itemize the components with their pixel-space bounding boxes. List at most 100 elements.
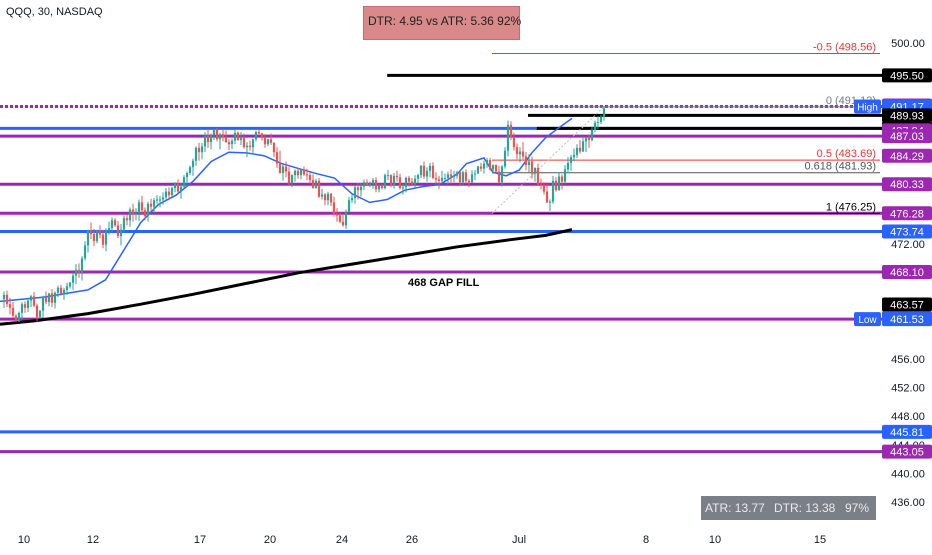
- candle-body: [599, 117, 603, 123]
- candle-body: [11, 307, 15, 316]
- candle-body: [8, 304, 12, 308]
- candle-body: [587, 137, 591, 140]
- candle-body: [245, 145, 249, 148]
- price-badge-value: 473.74: [890, 226, 924, 238]
- candle-body: [503, 150, 507, 167]
- candle-body: [83, 245, 87, 259]
- price-badge: [882, 297, 932, 312]
- x-tick-label: 26: [406, 534, 418, 546]
- candle-body: [176, 183, 180, 192]
- fib-trend-line: [491, 106, 605, 214]
- candle-body: [569, 157, 573, 163]
- candle-body: [14, 315, 18, 322]
- candle-body: [536, 167, 540, 185]
- candle-body: [323, 194, 327, 201]
- fib-label: 0.618 (481.93): [804, 161, 876, 173]
- price-badge-value: 487.03: [890, 131, 924, 143]
- candle-body: [419, 165, 423, 176]
- candle-body: [194, 147, 198, 161]
- candle-body: [485, 160, 489, 164]
- candle-body: [74, 269, 78, 276]
- candle-body: [395, 175, 399, 178]
- dtr-atr-box[interactable]: DTR: 4.95 vs ATR: 5.36 92%: [363, 6, 521, 40]
- price-badge-tag-label: High: [857, 102, 878, 113]
- candle-body: [362, 182, 366, 187]
- candle-body: [290, 175, 294, 183]
- candle-body: [257, 132, 261, 134]
- candle-body: [353, 187, 357, 199]
- candle-body: [53, 292, 57, 303]
- candle-body: [596, 122, 600, 124]
- candle-body: [572, 155, 576, 158]
- candle-body: [98, 230, 102, 235]
- candle-body: [338, 215, 342, 222]
- atr-dtr-table[interactable]: ATR: 13.77 DTR: 13.38 97%: [701, 496, 876, 520]
- candle-body: [494, 165, 498, 172]
- candle-body: [410, 181, 414, 185]
- candle-body: [152, 200, 156, 207]
- candle-body: [470, 174, 474, 183]
- candle-body: [167, 191, 171, 196]
- x-tick-label: 20: [264, 534, 276, 546]
- annotations: 468 GAP FILL: [408, 277, 480, 289]
- candle-body: [134, 213, 138, 215]
- price-badge: [882, 264, 932, 279]
- candle-body: [92, 233, 96, 242]
- candle-body: [272, 142, 276, 153]
- candle-body: [458, 172, 462, 183]
- candle-body: [170, 188, 174, 196]
- candle-body: [398, 177, 402, 189]
- symbol-label[interactable]: QQQ, 30, NASDAQ: [6, 6, 103, 18]
- candle-body: [464, 172, 468, 181]
- candle-body: [521, 151, 525, 157]
- candle-body: [125, 218, 129, 221]
- candle-body: [242, 137, 246, 148]
- candle-body: [515, 147, 519, 155]
- candle-body: [59, 287, 63, 294]
- candle-body: [299, 169, 303, 176]
- candle-body: [578, 147, 582, 152]
- candle-body: [50, 293, 54, 303]
- candle-body: [275, 152, 279, 164]
- candle-body: [545, 191, 549, 203]
- candle-body: [317, 180, 321, 197]
- candle-body: [584, 137, 588, 142]
- candle-body: [206, 135, 210, 143]
- candle-body: [443, 177, 447, 179]
- candle-body: [164, 191, 168, 198]
- candles: [2, 106, 606, 323]
- candle-body: [320, 194, 324, 197]
- candle-body: [26, 300, 30, 308]
- candle-body: [509, 124, 513, 138]
- price-badge: [882, 68, 932, 83]
- candle-body: [350, 198, 354, 201]
- candle-body: [557, 176, 561, 191]
- candle-body: [56, 287, 60, 293]
- candle-body: [482, 163, 486, 169]
- candle-body: [461, 172, 465, 183]
- candle-body: [41, 297, 45, 311]
- candle-body: [281, 166, 285, 173]
- x-tick-label: 15: [814, 534, 826, 546]
- candle-body: [293, 170, 297, 176]
- candle-body: [377, 185, 381, 190]
- candle-body: [218, 134, 222, 140]
- price-badge-value: 468.10: [890, 267, 924, 279]
- candle-body: [47, 293, 51, 303]
- candle-body: [107, 228, 111, 231]
- y-tick-label: 456.00: [891, 354, 925, 366]
- candle-body: [38, 310, 42, 318]
- candle-body: [140, 202, 144, 211]
- candle-body: [20, 304, 24, 313]
- candle-body: [359, 186, 363, 191]
- candle-body: [326, 193, 330, 201]
- price-badge: [882, 224, 932, 239]
- candle-body: [263, 137, 267, 145]
- candle-body: [344, 211, 348, 226]
- candle-body: [116, 225, 120, 237]
- candle-body: [533, 167, 537, 174]
- candle-body: [389, 175, 393, 186]
- candle-body: [497, 171, 501, 183]
